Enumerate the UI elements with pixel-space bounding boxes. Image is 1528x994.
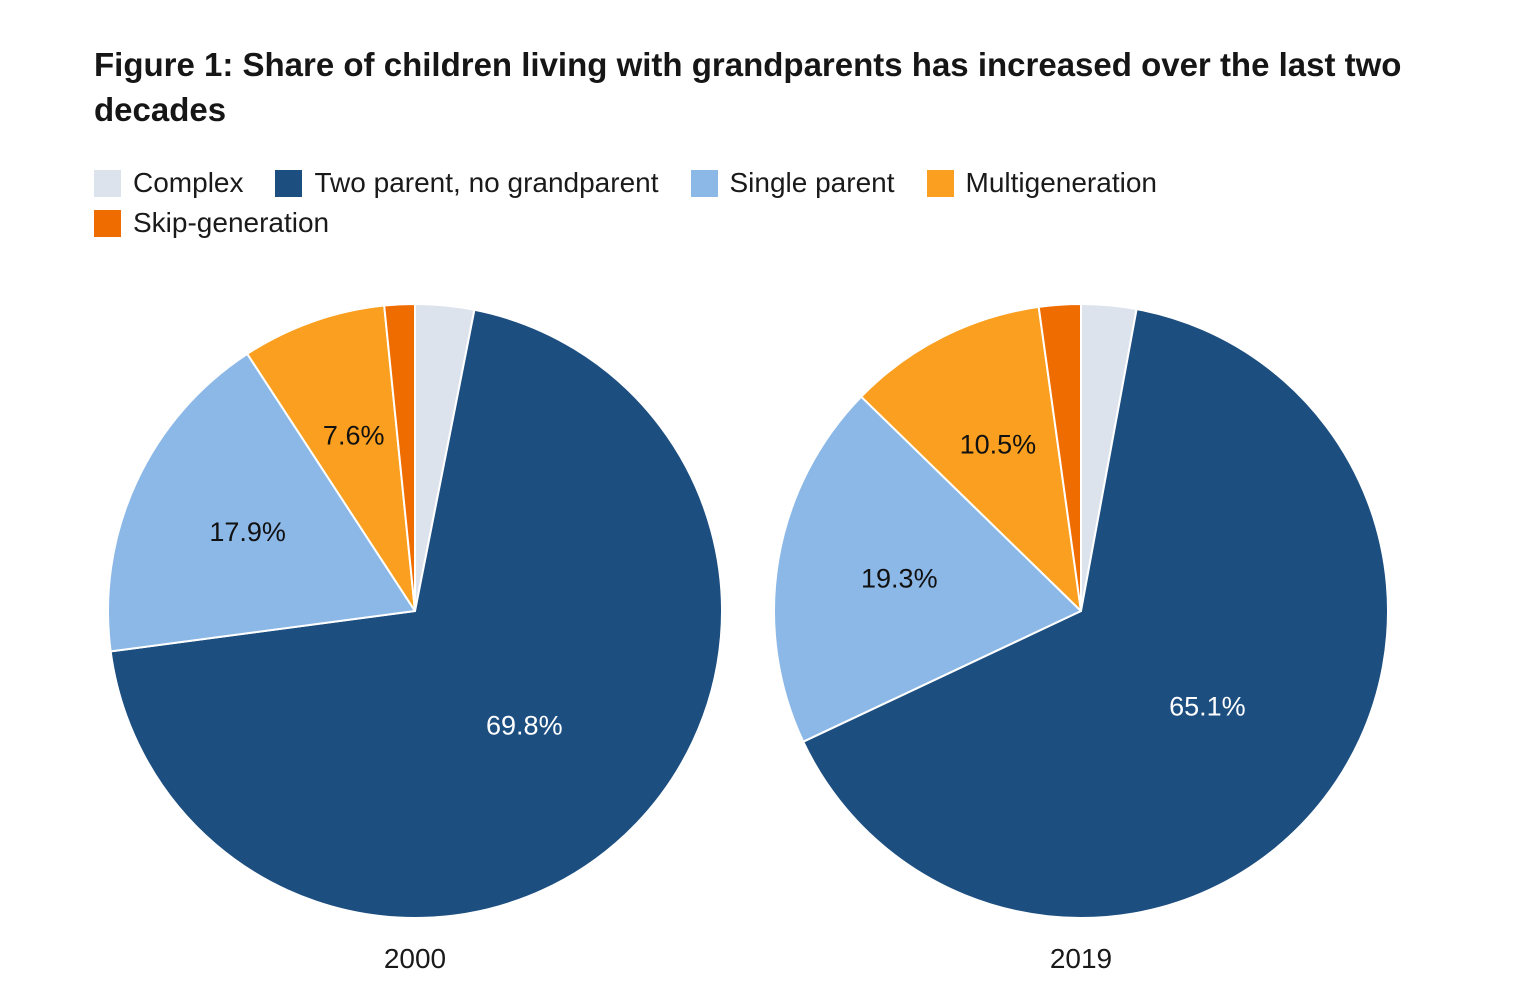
legend-label-skip-generation: Skip-generation — [133, 207, 330, 238]
legend-swatch-skip-generation — [94, 209, 121, 237]
legend: Complex Two parent, no grandparent Singl… — [94, 168, 1394, 238]
legend-item-complex: Complex — [94, 168, 243, 198]
pie-year-label-2000: 2000 — [384, 943, 446, 974]
legend-swatch-two-parent — [275, 169, 303, 197]
legend-label-two-parent: Two parent, no grandparent — [314, 167, 659, 198]
legend-label-multigeneration: Multigeneration — [965, 167, 1157, 198]
pie-label-2019-two-parent-no-grandparent: 65.1% — [1169, 692, 1246, 722]
pie-chart-2019: 65.1% 19.3% 10.5% 2019 — [773, 303, 1389, 974]
legend-item-two-parent: Two parent, no grandparent — [275, 167, 659, 198]
pie-slice-2000-multigeneration — [246, 304, 416, 612]
pie-slice-2000-skip-generation — [383, 303, 416, 612]
legend-swatch-multigeneration — [926, 169, 954, 197]
pie-label-2019-single-parent: 19.3% — [861, 564, 938, 594]
legend-label-single-parent: Single parent — [729, 167, 895, 198]
chart-title: Figure 1: Share of children living with … — [94, 46, 1402, 128]
pie-chart-2000: 69.8% 17.9% 7.6% 2000 — [107, 303, 723, 974]
pie-year-label-2019: 2019 — [1050, 943, 1112, 974]
pie-label-2000-multigeneration: 7.6% — [323, 420, 385, 450]
legend-item-multigeneration: Multigeneration — [926, 167, 1157, 198]
pie-slice-2000-two-parent-no-grandparent — [109, 308, 723, 919]
legend-label-complex: Complex — [133, 167, 244, 198]
legend-swatch-single-parent — [690, 169, 718, 197]
pie-slice-2000-single-parent — [107, 352, 416, 653]
pie-slice-2019-two-parent-no-grandparent — [802, 308, 1389, 919]
legend-item-skip-generation: Skip-generation — [94, 208, 329, 238]
pie-slice-2019-single-parent — [773, 395, 1082, 743]
pie-label-2000-single-parent: 17.9% — [209, 517, 286, 547]
pie-slice-2019-skip-generation — [1037, 303, 1082, 612]
pie-slice-2019-multigeneration — [860, 305, 1082, 612]
pie-label-2019-multigeneration: 10.5% — [960, 430, 1037, 460]
legend-item-single-parent: Single parent — [690, 167, 895, 198]
legend-swatch-complex — [94, 169, 121, 197]
pie-label-2000-two-parent-no-grandparent: 69.8% — [486, 711, 563, 741]
